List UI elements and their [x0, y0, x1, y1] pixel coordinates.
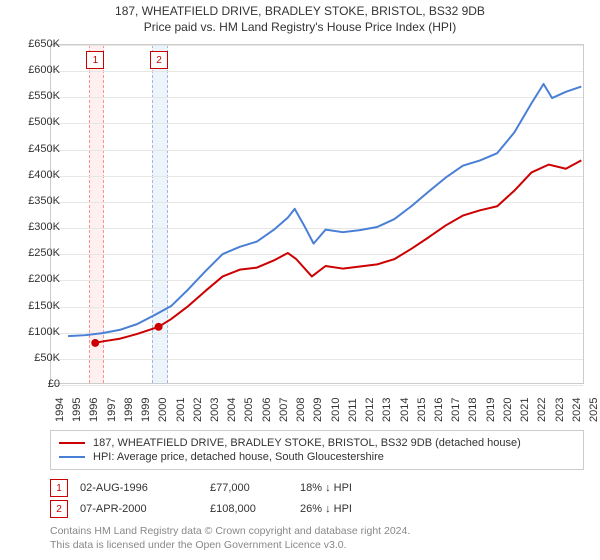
- x-axis-label: 2016: [433, 398, 445, 422]
- x-axis-label: 2018: [467, 398, 479, 422]
- legend-swatch: [59, 442, 85, 444]
- x-axis-label: 2007: [278, 398, 290, 422]
- series-hpi: [68, 84, 581, 336]
- chart-lines: [51, 45, 583, 383]
- x-axis-label: 2023: [554, 398, 566, 422]
- y-axis-label: £150K: [12, 300, 60, 312]
- y-axis-label: £650K: [12, 38, 60, 50]
- transaction-marker-2: [155, 323, 163, 331]
- x-axis-label: 2004: [226, 398, 238, 422]
- x-axis-label: 1998: [123, 398, 135, 422]
- legend: 187, WHEATFIELD DRIVE, BRADLEY STOKE, BR…: [50, 430, 584, 470]
- x-axis-label: 2009: [312, 398, 324, 422]
- chart-plot-area: 12: [50, 44, 584, 384]
- x-axis-label: 2011: [347, 398, 359, 422]
- chart-subtitle: Price paid vs. HM Land Registry's House …: [0, 20, 600, 34]
- legend-item: 187, WHEATFIELD DRIVE, BRADLEY STOKE, BR…: [59, 437, 575, 449]
- y-axis-label: £450K: [12, 143, 60, 155]
- x-axis-label: 2024: [571, 398, 583, 422]
- y-axis-label: £300K: [12, 221, 60, 233]
- y-axis-label: £550K: [12, 90, 60, 102]
- x-axis-label: 2006: [261, 398, 273, 422]
- transaction-date: 07-APR-2000: [80, 503, 210, 515]
- transaction-index-box: 2: [50, 500, 68, 518]
- x-axis-label: 2017: [450, 398, 462, 422]
- y-axis-label: £350K: [12, 195, 60, 207]
- x-axis-label: 2014: [399, 398, 411, 422]
- x-axis-label: 1994: [54, 398, 66, 422]
- x-axis-label: 2013: [381, 398, 393, 422]
- x-axis-label: 2010: [330, 398, 342, 422]
- transaction-table: 1 02-AUG-1996£77,00018% ↓ HPI 2 07-APR-2000…: [50, 476, 584, 521]
- x-axis-label: 2008: [295, 398, 307, 422]
- transaction-price: £77,000: [210, 482, 300, 494]
- x-axis-label: 1997: [106, 398, 118, 422]
- transaction-price: £108,000: [210, 503, 300, 515]
- transaction-marker-box-1: 1: [86, 51, 104, 69]
- x-axis-label: 2003: [209, 398, 221, 422]
- transaction-marker-1: [91, 339, 99, 347]
- transaction-vs-hpi: 18% ↓ HPI: [300, 482, 430, 494]
- x-axis-label: 2025: [588, 398, 600, 422]
- y-axis-label: £600K: [12, 64, 60, 76]
- footer-license: Contains HM Land Registry data © Crown c…: [50, 524, 584, 552]
- transaction-row: 1 02-AUG-1996£77,00018% ↓ HPI: [50, 479, 584, 497]
- x-axis-label: 2015: [416, 398, 428, 422]
- transaction-marker-box-2: 2: [150, 51, 168, 69]
- footer-line-1: Contains HM Land Registry data © Crown c…: [50, 524, 584, 538]
- y-axis-label: £200K: [12, 273, 60, 285]
- x-axis-label: 2000: [157, 398, 169, 422]
- transaction-vs-hpi: 26% ↓ HPI: [300, 503, 430, 515]
- x-axis-label: 2005: [243, 398, 255, 422]
- legend-label: 187, WHEATFIELD DRIVE, BRADLEY STOKE, BR…: [93, 437, 521, 449]
- x-axis-label: 2002: [192, 398, 204, 422]
- x-axis-label: 2020: [502, 398, 514, 422]
- y-axis-label: £500K: [12, 116, 60, 128]
- x-axis-label: 2021: [519, 398, 531, 422]
- y-axis-label: £400K: [12, 169, 60, 181]
- y-axis-label: £250K: [12, 247, 60, 259]
- transaction-row: 2 07-APR-2000£108,00026% ↓ HPI: [50, 500, 584, 518]
- transaction-index-box: 1: [50, 479, 68, 497]
- chart-title: 187, WHEATFIELD DRIVE, BRADLEY STOKE, BR…: [0, 4, 600, 18]
- x-axis-label: 2012: [364, 398, 376, 422]
- x-axis-label: 2019: [485, 398, 497, 422]
- x-axis-label: 1996: [88, 398, 100, 422]
- transaction-date: 02-AUG-1996: [80, 482, 210, 494]
- legend-swatch: [59, 456, 85, 458]
- x-axis-label: 1995: [71, 398, 83, 422]
- y-axis-label: £50K: [12, 352, 60, 364]
- x-axis-label: 1999: [140, 398, 152, 422]
- footer-line-2: This data is licensed under the Open Gov…: [50, 538, 584, 552]
- x-axis-label: 2001: [175, 398, 187, 422]
- x-axis-label: 2022: [536, 398, 548, 422]
- series-property: [95, 160, 581, 343]
- legend-item: HPI: Average price, detached house, Sout…: [59, 451, 575, 463]
- legend-label: HPI: Average price, detached house, Sout…: [93, 451, 384, 463]
- y-axis-label: £100K: [12, 326, 60, 338]
